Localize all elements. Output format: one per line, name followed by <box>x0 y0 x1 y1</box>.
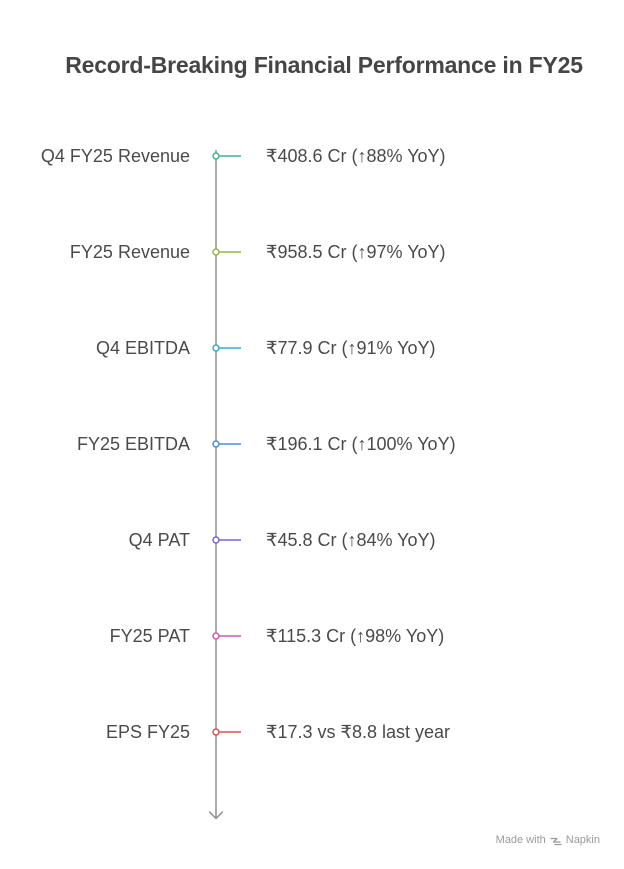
milestone-value: ₹77.9 Cr (↑91% YoY) <box>266 338 436 358</box>
milestone-label: FY25 PAT <box>109 626 190 646</box>
milestone-markers <box>212 152 241 736</box>
milestone-value: ₹45.8 Cr (↑84% YoY) <box>266 530 436 550</box>
milestone-value: ₹958.5 Cr (↑97% YoY) <box>266 242 446 262</box>
napkin-logo-icon <box>550 837 562 845</box>
timeline-arrow-icon <box>208 811 224 820</box>
milestone-label: EPS FY25 <box>105 722 190 742</box>
milestone-dot <box>212 344 220 352</box>
milestone-value: ₹115.3 Cr (↑98% YoY) <box>266 626 445 646</box>
milestone-value: ₹196.1 Cr (↑100% YoY) <box>266 434 456 454</box>
milestone-label: Q4 PAT <box>128 530 190 550</box>
milestone-dot <box>212 632 220 640</box>
milestone-label: FY25 Revenue <box>69 242 190 262</box>
footer-brand: Made with Napkin <box>496 834 600 846</box>
milestone-dot <box>212 536 220 544</box>
milestone-dot <box>212 440 220 448</box>
milestone-dot <box>212 248 220 256</box>
made-with-text: Made with <box>495 834 546 846</box>
milestone-value: ₹408.6 Cr (↑88% YoY) <box>266 146 446 166</box>
milestone-label: Q4 EBITDA <box>95 338 190 358</box>
milestone-dot <box>212 728 220 736</box>
milestone-label: FY25 EBITDA <box>76 434 190 454</box>
milestone-label: Q4 FY25 Revenue <box>40 146 190 166</box>
page-title: Record-Breaking Financial Performance in… <box>65 52 583 78</box>
milestone-dot <box>212 152 220 160</box>
napkin-brand-text: Napkin <box>565 834 600 846</box>
milestone-value: ₹17.3 vs ₹8.8 last year <box>266 722 450 742</box>
